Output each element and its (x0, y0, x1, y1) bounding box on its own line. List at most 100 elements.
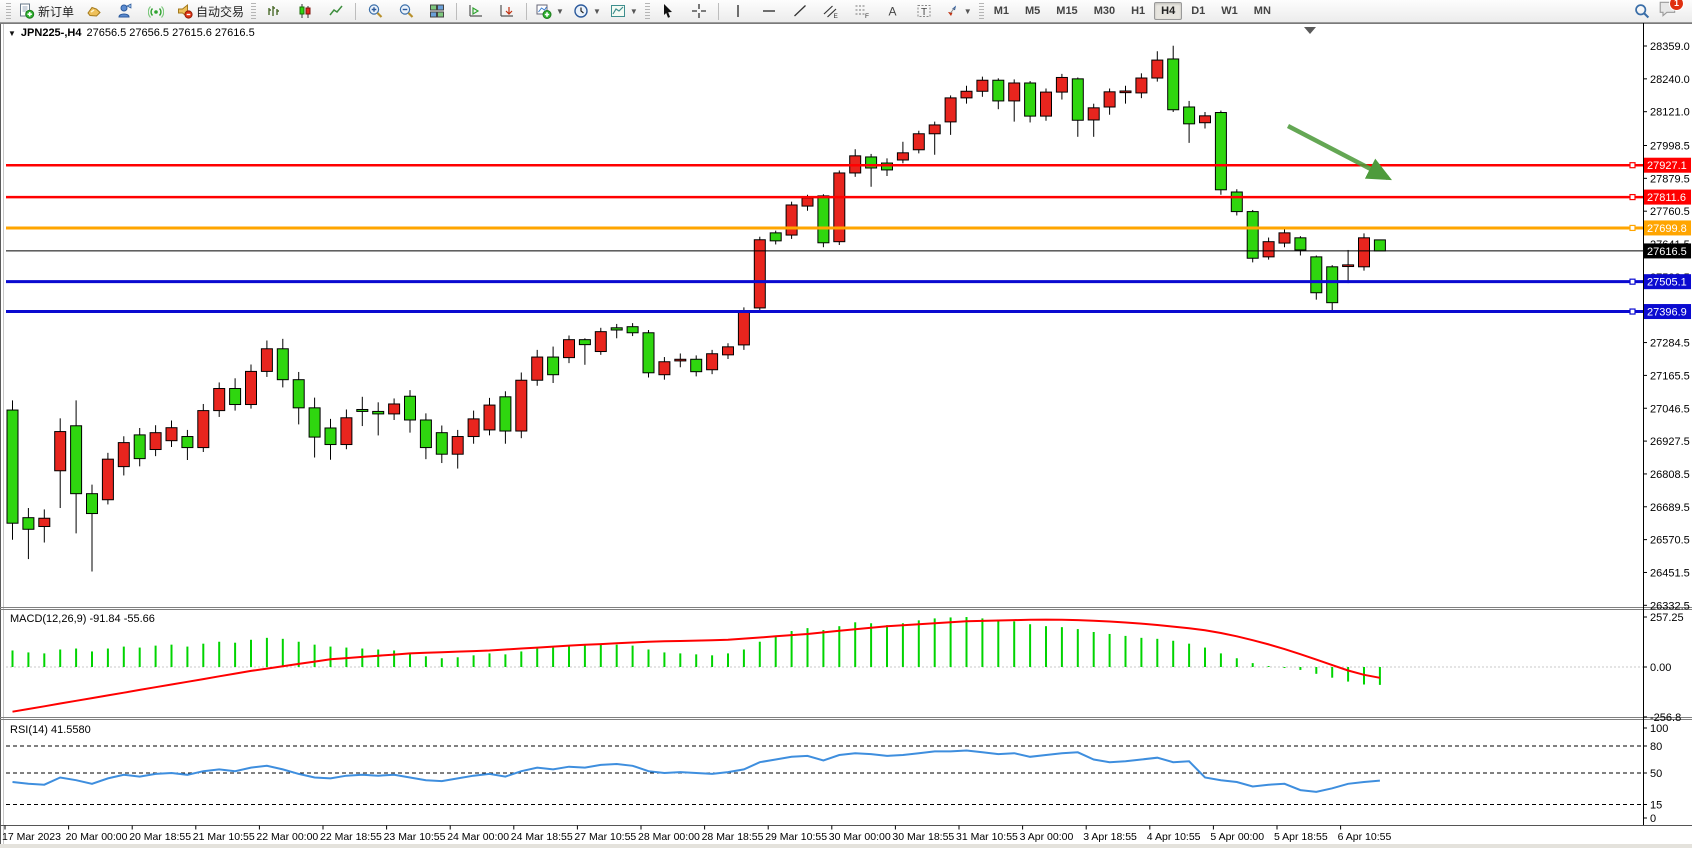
arrows-icon (947, 5, 956, 16)
trend-annotation-arrow[interactable] (1286, 124, 1392, 181)
svg-text:257.25: 257.25 (1650, 612, 1684, 624)
chart-shift-marker[interactable] (1304, 27, 1316, 34)
profiles-button[interactable] (110, 0, 140, 22)
auto-trading-button[interactable]: 自动交易 (172, 0, 248, 22)
notifications-button[interactable]: 1 (1658, 0, 1684, 23)
indicators-icon (536, 4, 552, 19)
dropdown-arrow-icon: ▼ (592, 6, 601, 16)
crosshair-icon (691, 4, 706, 18)
timeframe-M5[interactable]: M5 (1025, 5, 1041, 17)
zoom-out-button[interactable] (391, 0, 421, 22)
tile-windows-icon (430, 4, 445, 18)
svg-text:28240.0: 28240.0 (1650, 74, 1690, 86)
toolbar-grip[interactable] (6, 3, 11, 19)
arrows-tool-button[interactable]: ▼ (940, 0, 976, 22)
svg-text:27811.6: 27811.6 (1647, 192, 1686, 204)
svg-text:26332.5: 26332.5 (1650, 600, 1690, 612)
auto-scroll-button[interactable] (492, 0, 522, 22)
toolbar-grip[interactable] (644, 3, 650, 19)
svg-text:29 Mar 10:55: 29 Mar 10:55 (765, 831, 827, 843)
svg-text:27165.5: 27165.5 (1650, 370, 1690, 382)
window-bottom-edge (0, 844, 1692, 848)
svg-text:50: 50 (1650, 768, 1662, 780)
clock-icon (574, 4, 588, 18)
chart-title: ▼ JPN225-,H4 27656.5 27656.5 27615.6 276… (8, 27, 255, 39)
bar-chart-button[interactable] (259, 0, 289, 22)
cursor-tool-button[interactable] (653, 0, 683, 22)
indicators-button[interactable]: ▼ (531, 0, 568, 22)
macd-panel (6, 617, 1643, 713)
svg-text:T: T (921, 7, 927, 18)
text-label-tool-button[interactable]: T (909, 0, 939, 22)
text-tool-button[interactable]: A (878, 0, 908, 22)
chart-shift-icon (469, 5, 483, 17)
trendline-icon (793, 5, 806, 17)
chart-shift-button[interactable] (461, 0, 491, 22)
tile-windows-button[interactable] (422, 0, 452, 22)
market-watch-button[interactable] (79, 0, 109, 22)
svg-text:27699.8: 27699.8 (1647, 223, 1687, 235)
svg-text:15: 15 (1650, 800, 1662, 812)
symbol-dropdown-icon[interactable]: ▼ (8, 28, 16, 38)
chart-symbol-period: JPN225-,H4 (20, 27, 82, 39)
timeframe-M15[interactable]: M15 (1056, 5, 1078, 17)
timeframe-M1[interactable]: M1 (993, 5, 1009, 17)
candlestick-chart-button[interactable] (290, 0, 320, 22)
channel-tool-button[interactable]: E (816, 0, 846, 22)
svg-text:28 Mar 00:00: 28 Mar 00:00 (638, 831, 700, 843)
svg-text:28 Mar 18:55: 28 Mar 18:55 (702, 831, 764, 843)
auto-scroll-icon (500, 5, 514, 17)
vertical-line-icon (737, 5, 739, 17)
svg-text:0: 0 (1650, 813, 1656, 825)
toolbar-grip[interactable] (251, 3, 257, 19)
timeframe-MN[interactable]: MN (1253, 5, 1271, 17)
svg-text:27396.9: 27396.9 (1647, 307, 1687, 319)
signals-button[interactable] (141, 0, 171, 22)
svg-text:5 Apr 00:00: 5 Apr 00:00 (1210, 831, 1264, 843)
new-order-button[interactable]: 新订单 (14, 0, 78, 22)
candlesticks (6, 45, 1386, 572)
vertical-line-tool-button[interactable] (723, 0, 753, 22)
fibonacci-tool-button[interactable]: F (847, 0, 877, 22)
timeframe-W1[interactable]: W1 (1221, 5, 1238, 17)
svg-text:80: 80 (1650, 741, 1662, 753)
timeframe-M30[interactable]: M30 (1093, 5, 1116, 17)
text-icon: A (888, 5, 896, 19)
zoom-out-icon (399, 4, 413, 18)
horizontal-line-tool-button[interactable] (754, 0, 784, 22)
cursor-icon (663, 4, 672, 18)
zoom-in-button[interactable] (360, 0, 390, 22)
chart-ohlc-values: 27656.5 27656.5 27615.6 27616.5 (86, 27, 255, 39)
svg-text:27 Mar 10:55: 27 Mar 10:55 (574, 831, 636, 843)
timeframe-H4[interactable]: H4 (1154, 2, 1183, 20)
text-label-icon: T (917, 5, 931, 18)
templates-icon (610, 5, 625, 17)
timeframe-H1[interactable]: H1 (1131, 5, 1146, 17)
toolbar-grip[interactable] (978, 3, 984, 19)
panel-separators[interactable] (0, 607, 1692, 826)
svg-text:24 Mar 00:00: 24 Mar 00:00 (447, 831, 509, 843)
search-button[interactable] (1627, 0, 1657, 22)
auto-trading-icon (178, 3, 193, 19)
line-chart-button[interactable] (321, 0, 351, 22)
svg-text:26808.5: 26808.5 (1650, 469, 1690, 481)
time-axis[interactable]: 17 Mar 2023 20 Mar 00:00 20 Mar 18:55 21 Ma… (2, 825, 1391, 844)
svg-text:5 Apr 18:55: 5 Apr 18:55 (1274, 831, 1328, 843)
svg-text:0.00: 0.00 (1650, 662, 1671, 674)
crosshair-tool-button[interactable] (684, 0, 714, 22)
svg-text:27760.5: 27760.5 (1650, 206, 1690, 218)
profile-icon (118, 3, 132, 18)
line-chart-icon (329, 5, 343, 16)
timeframe-D1[interactable]: D1 (1191, 5, 1206, 17)
toolbar-separator (456, 2, 458, 20)
channel-icon: E (823, 5, 839, 19)
horizontal-level-lines[interactable] (6, 162, 1643, 315)
periods-button[interactable]: ▼ (569, 0, 605, 22)
price-axis[interactable]: 28359.0 28240.0 28121.0 27998.5 27879.5 27760… (1643, 41, 1691, 825)
trendline-tool-button[interactable] (785, 0, 815, 22)
templates-button[interactable]: ▼ (606, 0, 642, 22)
svg-text:3 Apr 18:55: 3 Apr 18:55 (1083, 831, 1137, 843)
search-icon (1635, 3, 1650, 18)
svg-text:26451.5: 26451.5 (1650, 567, 1690, 579)
